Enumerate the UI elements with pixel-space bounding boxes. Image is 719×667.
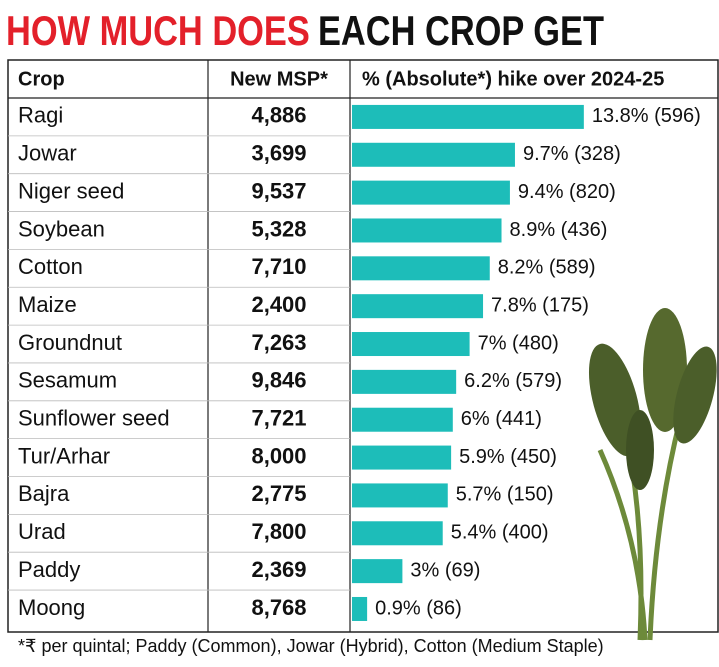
msp-value: 2,400	[251, 292, 306, 317]
column-header: Crop	[18, 68, 65, 90]
crop-name: Tur/Arhar	[18, 443, 110, 468]
column-header: New MSP*	[230, 68, 328, 90]
crop-name: Urad	[18, 519, 66, 544]
bar	[352, 483, 448, 508]
msp-value: 9,537	[251, 178, 306, 203]
crop-name: Bajra	[18, 481, 70, 506]
msp-value: 7,263	[251, 330, 306, 355]
value-label: 6% (441)	[461, 408, 542, 430]
value-label: 13.8% (596)	[592, 105, 701, 127]
value-label: 7% (480)	[478, 332, 559, 354]
bar	[352, 407, 453, 432]
value-label: 6.2% (579)	[464, 370, 562, 392]
crop-name: Ragi	[18, 103, 63, 128]
crop-name: Cotton	[18, 254, 83, 279]
msp-value: 8,768	[251, 595, 306, 620]
bar	[352, 142, 515, 167]
crop-name: Sesamum	[18, 368, 117, 393]
crop-name: Moong	[18, 595, 85, 620]
bar	[352, 445, 452, 470]
column-header: % (Absolute*) hike over 2024-25	[362, 68, 664, 90]
bar	[352, 521, 443, 546]
crop-name: Jowar	[18, 141, 77, 166]
footnote: *₹ per quintal; Paddy (Common), Jowar (H…	[18, 636, 604, 656]
value-label: 8.2% (589)	[498, 257, 596, 279]
crop-name: Soybean	[18, 216, 105, 241]
plant-illustration	[588, 308, 717, 641]
value-label: 9.4% (820)	[518, 181, 616, 203]
msp-value: 7,800	[251, 519, 306, 544]
crop-name: Niger seed	[18, 178, 124, 203]
msp-value: 2,369	[251, 557, 306, 582]
value-label: 5.7% (150)	[456, 484, 554, 506]
title: HOW MUCH DOESEACH CROP GET	[6, 7, 604, 54]
msp-value: 7,721	[251, 406, 306, 431]
bar	[352, 218, 502, 243]
crop-name: Groundnut	[18, 330, 122, 355]
msp-value: 8,000	[251, 443, 306, 468]
value-label: 0.9% (86)	[375, 597, 462, 619]
table-border	[7, 59, 719, 633]
bar	[352, 104, 584, 129]
bar	[352, 596, 368, 621]
value-label: 9.7% (328)	[523, 143, 621, 165]
bar	[352, 256, 490, 281]
value-label: 5.9% (450)	[459, 446, 557, 468]
title-red: HOW MUCH DOES	[6, 7, 310, 54]
title-black: EACH CROP GET	[318, 7, 604, 54]
bar	[352, 180, 510, 205]
crop-name: Sunflower seed	[18, 406, 170, 431]
msp-value: 7,710	[251, 254, 306, 279]
value-label: 8.9% (436)	[510, 219, 608, 241]
bar	[352, 332, 470, 357]
crop-name: Paddy	[18, 557, 80, 582]
msp-value: 9,846	[251, 368, 306, 393]
value-label: 7.8% (175)	[491, 294, 589, 316]
msp-value: 4,886	[251, 103, 306, 128]
msp-value: 5,328	[251, 216, 306, 241]
msp-value: 2,775	[251, 481, 306, 506]
bar	[352, 559, 403, 584]
bar	[352, 294, 484, 319]
value-label: 5.4% (400)	[451, 522, 549, 544]
bar	[352, 369, 457, 394]
msp-value: 3,699	[251, 141, 306, 166]
crop-name: Maize	[18, 292, 77, 317]
value-label: 3% (69)	[410, 559, 480, 581]
